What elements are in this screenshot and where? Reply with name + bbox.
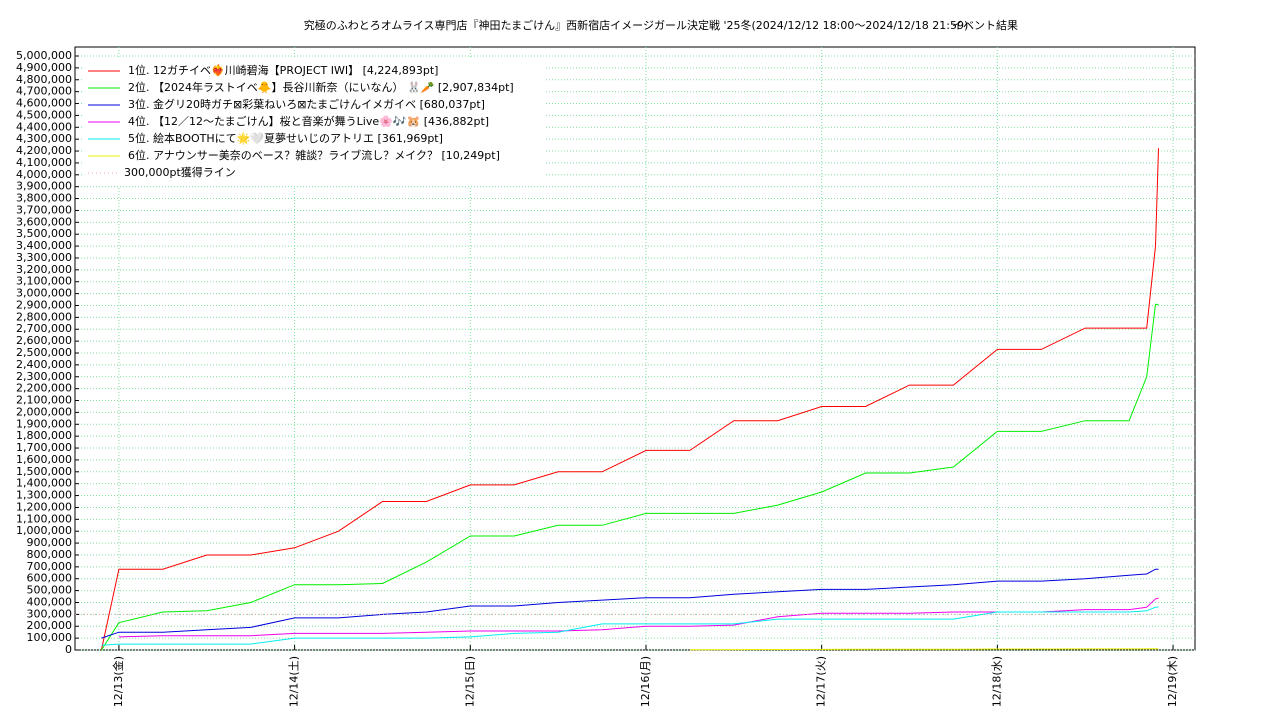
y-tick-label: 1,000,000 (16, 524, 72, 537)
y-tick-label: 1,600,000 (16, 453, 72, 466)
y-tick-label: 3,100,000 (16, 275, 72, 288)
legend-label: 1位. 12ガチイベ❤️‍🔥川崎碧海【PROJECT IWI】 [4,224,8… (128, 63, 438, 77)
y-tick-label: 2,900,000 (16, 298, 72, 311)
y-tick-label: 1,500,000 (16, 465, 72, 478)
legend-label: 5位. 絵本BOOTHにて🌟🤍夏夢せいじのアトリエ [361,969pt] (128, 131, 443, 145)
y-tick-label: 1,800,000 (16, 429, 72, 442)
y-tick-label: 5,000,000 (16, 49, 72, 62)
x-tick-label: 12/14(土) (288, 656, 301, 707)
y-tick-label: 2,300,000 (16, 370, 72, 383)
y-tick-label: 3,300,000 (16, 251, 72, 264)
y-tick-label: 3,900,000 (16, 180, 72, 193)
y-tick-label: 600,000 (27, 572, 73, 585)
y-tick-label: 3,500,000 (16, 227, 72, 240)
y-tick-label: 700,000 (27, 560, 73, 573)
y-tick-label: 100,000 (27, 631, 73, 644)
y-tick-label: 2,700,000 (16, 322, 72, 335)
y-tick-label: 2,100,000 (16, 394, 72, 407)
legend-label: 2位. 【2024年ラストイベ🐥】長谷川新奈（にいなん） 🐰🥕 [2,907,8… (128, 80, 514, 94)
y-tick-label: 2,200,000 (16, 382, 72, 395)
y-tick-label: 400,000 (27, 595, 73, 608)
y-tick-label: 3,400,000 (16, 239, 72, 252)
x-tick-label: 12/13(金) (111, 656, 125, 707)
y-tick-label: 2,000,000 (16, 405, 72, 418)
chart-title: 究極のふわとろオムライス専門店『神田たまごけん』西新宿店イメージガール決定戦 '… (304, 18, 969, 32)
legend-label: 6位. アナウンサー美奈のベース？雑談？ライブ流し？メイク？ [10,249pt… (128, 148, 500, 162)
x-tick-label: 12/17(火) (815, 656, 828, 707)
y-tick-label: 3,200,000 (16, 263, 72, 276)
chart-subtitle: イベント結果 (952, 18, 1018, 32)
y-tick-label: 4,000,000 (16, 168, 72, 181)
plot-frame (74, 46, 1196, 651)
y-tick-label: 4,700,000 (16, 85, 72, 98)
y-tick-label: 4,900,000 (16, 61, 72, 74)
x-tick-label: 12/19(木) (1166, 656, 1179, 707)
y-tick-label: 300,000 (27, 607, 73, 620)
x-tick-label: 12/18(水) (990, 656, 1003, 707)
series-line (118, 597, 1159, 638)
y-tick-label: 2,400,000 (16, 358, 72, 371)
y-tick-label: 4,600,000 (16, 97, 72, 110)
x-tick-label: 12/16(月) (639, 656, 652, 707)
y-tick-label: 1,900,000 (16, 417, 72, 430)
y-tick-label: 0 (65, 643, 72, 656)
y-tick-label: 500,000 (27, 584, 73, 597)
y-tick-label: 4,100,000 (16, 156, 72, 169)
y-tick-label: 200,000 (27, 619, 73, 632)
x-tick-label: 12/15(日) (463, 656, 476, 707)
y-tick-label: 800,000 (27, 548, 73, 561)
legend-label: 300,000pt獲得ライン (124, 166, 236, 179)
y-tick-label: 2,800,000 (16, 310, 72, 323)
y-tick-label: 4,300,000 (16, 132, 72, 145)
y-tick-label: 3,800,000 (16, 192, 72, 205)
series-line (101, 606, 1159, 646)
y-tick-label: 4,400,000 (16, 120, 72, 133)
series-line (100, 303, 1159, 651)
legend-box (83, 58, 545, 186)
y-tick-label: 3,700,000 (16, 203, 72, 216)
y-tick-label: 3,000,000 (16, 287, 72, 300)
series-line (101, 568, 1159, 639)
series-line (689, 648, 1159, 651)
y-tick-label: 1,300,000 (16, 489, 72, 502)
y-tick-label: 1,400,000 (16, 477, 72, 490)
y-tick-label: 4,200,000 (16, 144, 72, 157)
legend-label: 3位. 金グリ20時ガチ⊠彩葉ねいろ⊠たまごけんイメガイベ [680,037pt… (128, 97, 485, 111)
y-tick-label: 3,600,000 (16, 215, 72, 228)
y-tick-label: 1,200,000 (16, 500, 72, 513)
y-tick-label: 2,600,000 (16, 334, 72, 347)
y-tick-label: 1,100,000 (16, 512, 72, 525)
y-tick-label: 4,500,000 (16, 108, 72, 121)
y-tick-label: 900,000 (27, 536, 73, 549)
y-tick-label: 4,800,000 (16, 73, 72, 86)
series-line (100, 148, 1159, 651)
y-tick-label: 2,500,000 (16, 346, 72, 359)
legend-label: 4位. 【12／12〜たまごけん】桜と音楽が舞うLive🌸🎶🐹 [436,882… (128, 114, 489, 128)
y-tick-label: 1,700,000 (16, 441, 72, 454)
